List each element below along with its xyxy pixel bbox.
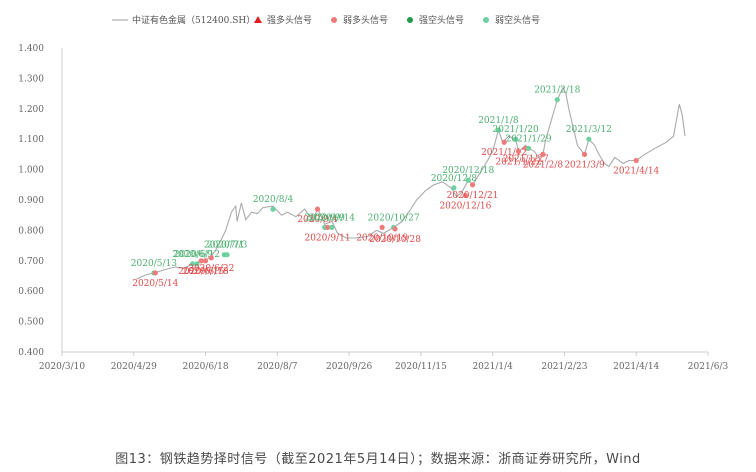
signal-point <box>379 224 385 230</box>
y-tick-label: 0.600 <box>18 287 44 297</box>
legend-dot-swatch <box>407 17 413 23</box>
signal-label: 2021/1/27 <box>503 154 549 164</box>
signal-label: 2020/7/1 <box>204 241 244 251</box>
signal-label: 2020/5/14 <box>132 279 178 289</box>
x-tick-label: 2020/3/10 <box>39 362 85 372</box>
signal-point <box>495 127 502 133</box>
signal-point <box>208 255 214 261</box>
signal-point <box>469 182 476 188</box>
series-layer <box>136 86 686 280</box>
signal-label: 2020/6/9 <box>172 250 213 260</box>
signal-point <box>554 97 560 103</box>
x-tick-label: 2021/6/3 <box>688 362 729 372</box>
signal-label: 2020/12/8 <box>431 174 477 184</box>
signal-label: 2020/12/16 <box>439 201 491 211</box>
x-tick-label: 2021/1/4 <box>472 362 513 372</box>
signal-point <box>194 261 200 267</box>
signal-label: 2020/12/21 <box>447 191 499 201</box>
signal-label: 2020/9/11 <box>304 233 350 243</box>
y-tick-label: 1.400 <box>18 44 44 54</box>
y-tick-label: 0.900 <box>18 196 44 206</box>
signal-label: 2020/10/27 <box>368 213 420 223</box>
signal-label: 2020/10/28 <box>369 235 421 245</box>
legend-triangle-swatch <box>254 16 262 23</box>
signals-layer: 2020/5/132020/5/142020/6/92020/6/122020/… <box>131 86 660 289</box>
signal-point <box>198 258 204 264</box>
signal-label: 2020/6/18 <box>182 267 228 277</box>
signal-point <box>324 224 331 230</box>
y-tick-label: 0.400 <box>18 348 44 358</box>
signal-label: 2021/1/22 <box>495 157 541 167</box>
x-tick-label: 2020/4/29 <box>111 362 157 372</box>
x-tick-label: 2021/4/14 <box>613 362 659 372</box>
signal-label: 2021/1/12 <box>481 148 527 158</box>
signal-label: 2021/3/12 <box>566 125 612 135</box>
y-tick-label: 1.100 <box>18 135 44 145</box>
signal-point <box>525 145 532 151</box>
signal-chart: 中证有色金属（512400.SH） 强多头信号 弱多头信号 强空头信号 弱空头信号 0.… <box>18 14 728 372</box>
signal-label: 2020/5/13 <box>131 259 177 269</box>
y-tick-label: 0.700 <box>18 257 44 267</box>
legend-label: 强多头信号 <box>267 14 312 26</box>
signal-label: 2021/1/8 <box>478 116 519 126</box>
y-tick-label: 1.000 <box>18 166 44 176</box>
legend-label: 中证有色金属（512400.SH） <box>132 14 255 26</box>
signal-point <box>540 151 546 157</box>
legend-label: 强空头信号 <box>419 14 464 26</box>
signal-point <box>581 151 588 157</box>
x-tick-label: 2021/2/23 <box>541 362 587 372</box>
signal-label: 2021/3/9 <box>564 160 605 170</box>
signal-label: 2020/7/3 <box>207 241 248 251</box>
signal-point <box>501 139 507 145</box>
signal-label: 2021/1/29 <box>505 134 551 144</box>
figure-caption: 图13：钢铁趋势择时信号（截至2021年5月14日）；数据来源：浙商证券研究所，… <box>115 452 641 467</box>
legend-dot-swatch <box>331 17 337 23</box>
signal-point <box>270 206 276 212</box>
signal-point <box>224 252 230 258</box>
signal-point <box>513 136 519 142</box>
signal-point <box>462 192 468 199</box>
signal-label: 2020/9/9 <box>304 213 345 223</box>
signal-point <box>392 226 398 232</box>
signal-label: 2021/2/18 <box>534 86 580 96</box>
y-tick-label: 0.500 <box>18 318 44 328</box>
signal-point <box>202 258 209 264</box>
signal-label: 2020/12/18 <box>442 166 494 176</box>
series-line <box>136 86 686 280</box>
legend: 中证有色金属（512400.SH） 强多头信号 弱多头信号 强空头信号 弱空头信号 <box>112 14 540 26</box>
signal-point <box>586 136 592 142</box>
signal-label: 2021/4/14 <box>613 166 659 176</box>
signal-label: 2020/10/19 <box>356 233 408 243</box>
y-tick-label: 1.200 <box>18 105 44 115</box>
x-tick-label: 2020/6/18 <box>182 362 228 372</box>
signal-label: 2020/6/12 <box>174 250 220 260</box>
x-tick-label: 2020/11/15 <box>395 362 447 372</box>
x-tick-label: 2020/8/7 <box>257 362 298 372</box>
signal-label: 2020/9/4 <box>297 215 338 225</box>
signal-point <box>152 270 158 276</box>
legend-label: 弱多头信号 <box>343 14 388 26</box>
x-tick-label: 2020/9/26 <box>326 362 372 372</box>
signal-label: 2020/8/4 <box>253 195 294 205</box>
y-tick-label: 0.800 <box>18 226 44 236</box>
signal-point <box>633 157 639 164</box>
signal-point <box>465 177 471 183</box>
signal-label: 2020/6/15 <box>178 267 224 277</box>
legend-label: 弱空头信号 <box>495 14 540 26</box>
axes: 0.400 0.500 0.600 0.700 0.800 0.900 1.000 1.100… <box>18 44 728 372</box>
signal-label: 2021/2/8 <box>523 160 564 170</box>
signal-point <box>515 148 522 154</box>
signal-point <box>314 206 321 212</box>
signal-point <box>190 261 196 267</box>
signal-point <box>329 224 335 230</box>
y-tick-label: 1.300 <box>18 74 44 84</box>
legend-dot-swatch <box>483 17 489 23</box>
signal-label: 2020/6/22 <box>188 264 234 274</box>
signal-point <box>451 185 457 191</box>
signal-label: 2020/9/14 <box>309 213 355 223</box>
signal-label: 2021/1/20 <box>493 125 539 135</box>
